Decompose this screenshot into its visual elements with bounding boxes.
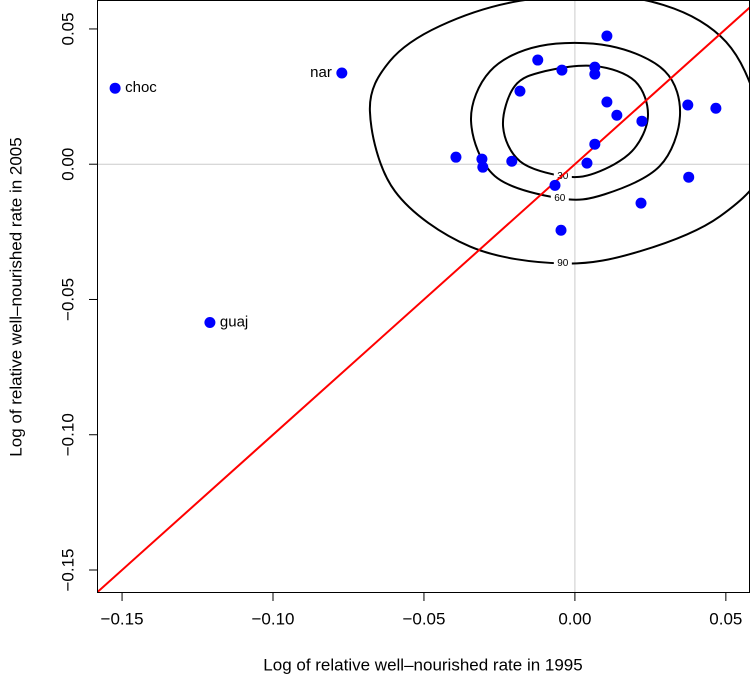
x-tick-label: −0.10 — [251, 609, 294, 628]
x-axis-label: Log of relative well–nourished rate in 1… — [263, 655, 582, 674]
data-point — [532, 54, 544, 66]
y-tick-label: 0.00 — [58, 148, 77, 181]
contour-label: 90 — [557, 258, 569, 269]
y-axis-label: Log of relative well–nourished rate in 2… — [6, 137, 25, 456]
plot-area: 30 60 90 choc nar guaj — [97, 0, 750, 593]
data-point — [601, 96, 613, 108]
contour-line — [470, 41, 682, 201]
data-point — [549, 179, 561, 191]
data-point — [611, 109, 623, 121]
abline — [97, 6, 750, 593]
data-point — [555, 224, 567, 236]
point-label: choc — [125, 79, 157, 96]
contour-line — [368, 0, 750, 265]
x-tick-label: 0.00 — [558, 609, 591, 628]
data-point — [336, 67, 348, 79]
point-label: nar — [310, 64, 332, 81]
point-label: guaj — [220, 313, 248, 330]
contour-line — [502, 64, 649, 179]
x-tick-label: −0.05 — [402, 609, 445, 628]
x-tick-label: −0.15 — [101, 609, 144, 628]
data-point — [682, 99, 694, 111]
y-tick-label: −0.10 — [58, 413, 77, 456]
y-tick-label: −0.05 — [58, 278, 77, 321]
data-point — [683, 171, 695, 183]
data-point — [589, 138, 601, 150]
data-point — [109, 82, 121, 94]
data-point — [601, 30, 613, 42]
data-point — [204, 316, 216, 328]
data-point — [589, 68, 601, 80]
data-point — [581, 157, 593, 169]
data-point — [476, 153, 488, 165]
y-tick-label: 0.05 — [58, 12, 77, 45]
data-point — [450, 151, 462, 163]
contour-label: 30 — [557, 171, 569, 182]
data-point — [477, 161, 489, 173]
data-point — [636, 115, 648, 127]
data-point — [506, 155, 518, 167]
data-point — [514, 85, 526, 97]
y-tick-label: −0.15 — [58, 548, 77, 591]
data-point — [710, 102, 722, 114]
contour-label-bg — [550, 192, 569, 205]
contour-label-bg — [553, 257, 572, 270]
data-point — [556, 64, 568, 76]
x-tick-label: 0.05 — [709, 609, 742, 628]
data-point — [635, 197, 647, 209]
contour-label: 60 — [554, 193, 566, 204]
